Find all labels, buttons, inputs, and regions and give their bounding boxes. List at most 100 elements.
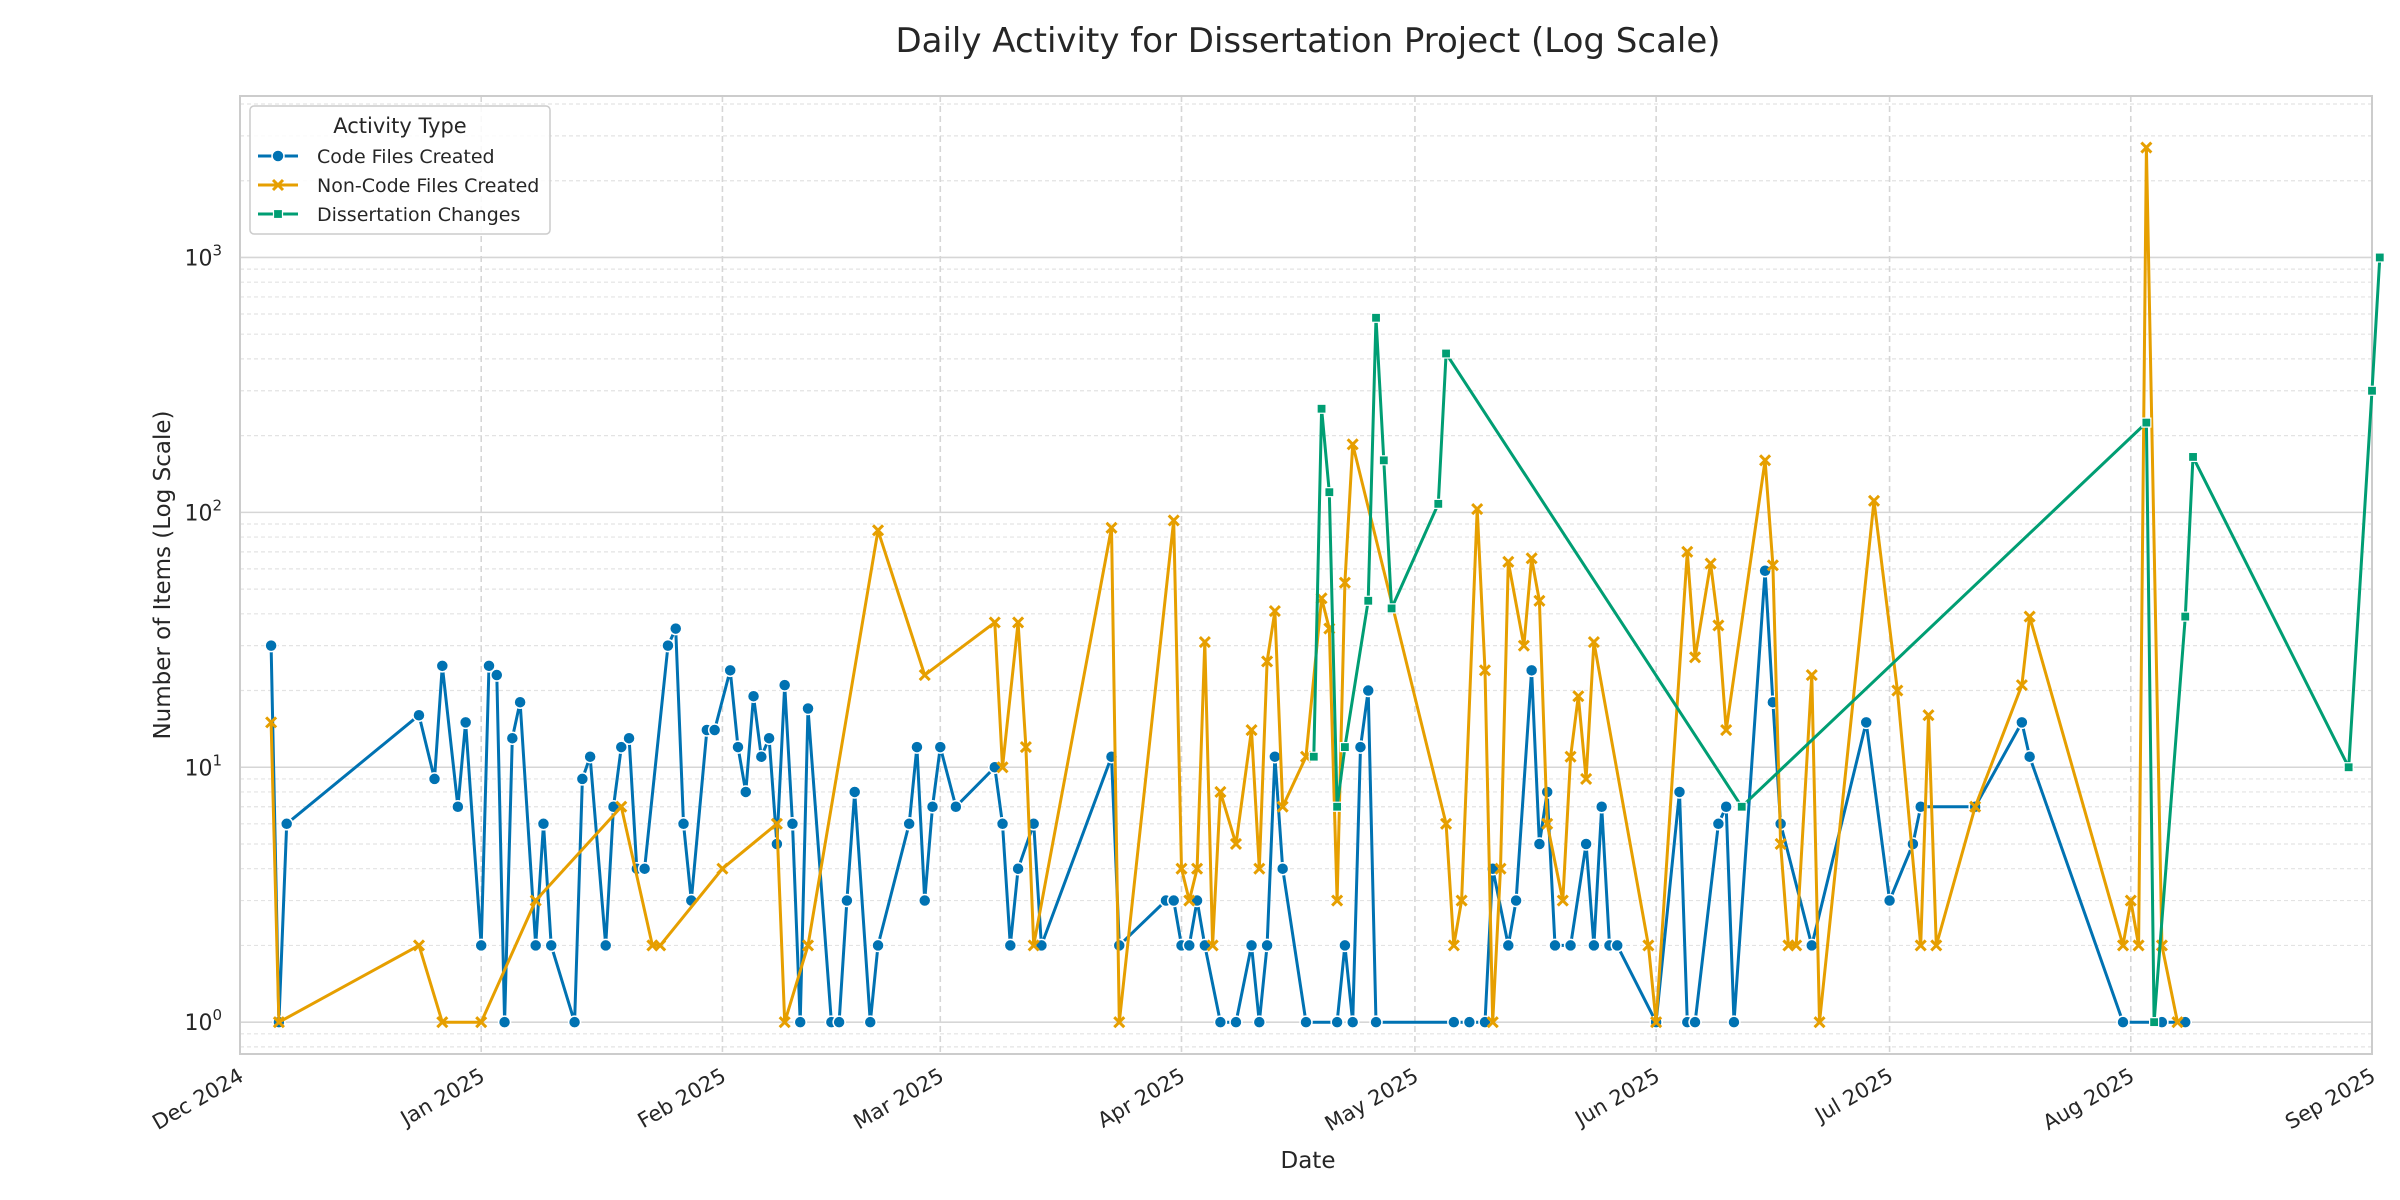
- data-point: [1859, 715, 1873, 730]
- data-point: [1580, 772, 1593, 785]
- data-point: [1346, 438, 1359, 451]
- data-point: [1471, 503, 1484, 516]
- data-point: [1183, 894, 1196, 907]
- data-point: [1447, 1015, 1461, 1029]
- data-point: [567, 1015, 582, 1029]
- data-point: [1332, 801, 1343, 812]
- data-point: [1252, 1015, 1267, 1029]
- data-point: [1587, 938, 1601, 953]
- data-point: [847, 785, 862, 799]
- data-point: [801, 701, 815, 716]
- data-point: [1361, 683, 1375, 698]
- data-point: [2015, 679, 2028, 692]
- data-point: [1370, 312, 1382, 323]
- data-point: [622, 731, 636, 745]
- data-point: [871, 938, 885, 953]
- data-point: [1727, 1015, 1741, 1029]
- data-point: [1206, 939, 1219, 952]
- data-point: [505, 731, 520, 745]
- data-point: [1759, 454, 1772, 467]
- chart-title: Daily Activity for Dissertation Project …: [895, 21, 1720, 61]
- data-point: [2187, 451, 2199, 463]
- data-point: [801, 939, 815, 952]
- data-point: [1011, 861, 1025, 876]
- data-point: [832, 1015, 846, 1029]
- y-tick-base: 10: [184, 756, 212, 781]
- data-point: [778, 1016, 791, 1029]
- data-point: [2124, 894, 2137, 907]
- y-tick-base: 10: [184, 1011, 212, 1036]
- data-point: [2343, 762, 2354, 773]
- data-point: [1914, 939, 1927, 952]
- data-point: [1299, 1015, 1313, 1029]
- data-point: [1003, 938, 1018, 953]
- data-point: [1455, 894, 1468, 907]
- data-point: [1541, 817, 1554, 830]
- y-tick-exponent: 2: [212, 496, 222, 514]
- data-point: [1316, 403, 1327, 414]
- data-point: [1720, 723, 1733, 737]
- data-point: [1182, 938, 1197, 953]
- data-point: [637, 861, 652, 876]
- y-tick-exponent: 1: [212, 751, 222, 769]
- x-tick-label: Jan 2025: [395, 1064, 489, 1132]
- data-point: [1969, 800, 1982, 813]
- data-point: [279, 817, 294, 831]
- series-2: [1308, 252, 2385, 1028]
- data-point: [1532, 837, 1547, 851]
- data-point: [1610, 938, 1624, 953]
- data-point: [1229, 1015, 1243, 1029]
- data-point: [1166, 893, 1181, 908]
- data-point: [668, 621, 683, 636]
- data-point: [2023, 610, 2036, 623]
- data-point: [1672, 785, 1687, 799]
- data-point: [1704, 557, 1717, 570]
- data-point: [1229, 837, 1243, 851]
- data-point: [2132, 939, 2145, 952]
- data-point: [1524, 663, 1539, 678]
- data-point: [1175, 862, 1188, 875]
- data-point: [716, 862, 729, 875]
- legend-label: Non-Code Files Created: [317, 175, 539, 197]
- data-point: [528, 938, 543, 953]
- data-point: [1214, 785, 1227, 799]
- data-point: [1191, 862, 1204, 875]
- y-tick-label: 103: [184, 241, 222, 271]
- data-point: [1579, 837, 1593, 851]
- data-point: [2022, 749, 2037, 764]
- data-point: [544, 938, 558, 953]
- y-tick-base: 10: [184, 501, 212, 526]
- data-point: [840, 893, 854, 908]
- data-point: [933, 740, 948, 754]
- data-point: [1433, 498, 1444, 509]
- series-line: [269, 569, 2186, 1024]
- legend-item: Non-Code Files Created: [258, 175, 539, 197]
- data-point: [427, 772, 442, 786]
- data-point: [1478, 664, 1492, 677]
- data-point: [1719, 799, 1733, 814]
- data-point: [1369, 1015, 1383, 1029]
- data-point: [1688, 1015, 1702, 1029]
- data-point: [1642, 939, 1655, 952]
- data-point: [1012, 616, 1025, 629]
- data-point: [793, 1015, 807, 1029]
- data-point: [1213, 1015, 1228, 1029]
- data-point: [1324, 487, 1335, 498]
- data-point: [1572, 690, 1585, 703]
- data-point: [474, 938, 488, 953]
- data-point: [1594, 799, 1609, 814]
- data-point: [1930, 939, 1943, 952]
- plot-frame: [239, 95, 2373, 1055]
- data-point: [1509, 893, 1523, 908]
- data-point: [1891, 684, 1904, 697]
- data-point: [1867, 494, 1881, 507]
- x-tick-labels: Dec 2024 Jan 2025 Feb 2025 Mar 2025 Apr 2025…: [148, 1064, 2379, 1137]
- data-point: [785, 817, 800, 831]
- data-point: [1501, 938, 1516, 953]
- data-point: [949, 799, 963, 814]
- series-line: [1312, 257, 2382, 1024]
- data-point: [1922, 709, 1935, 722]
- data-point: [723, 663, 737, 678]
- data-point: [1331, 894, 1344, 907]
